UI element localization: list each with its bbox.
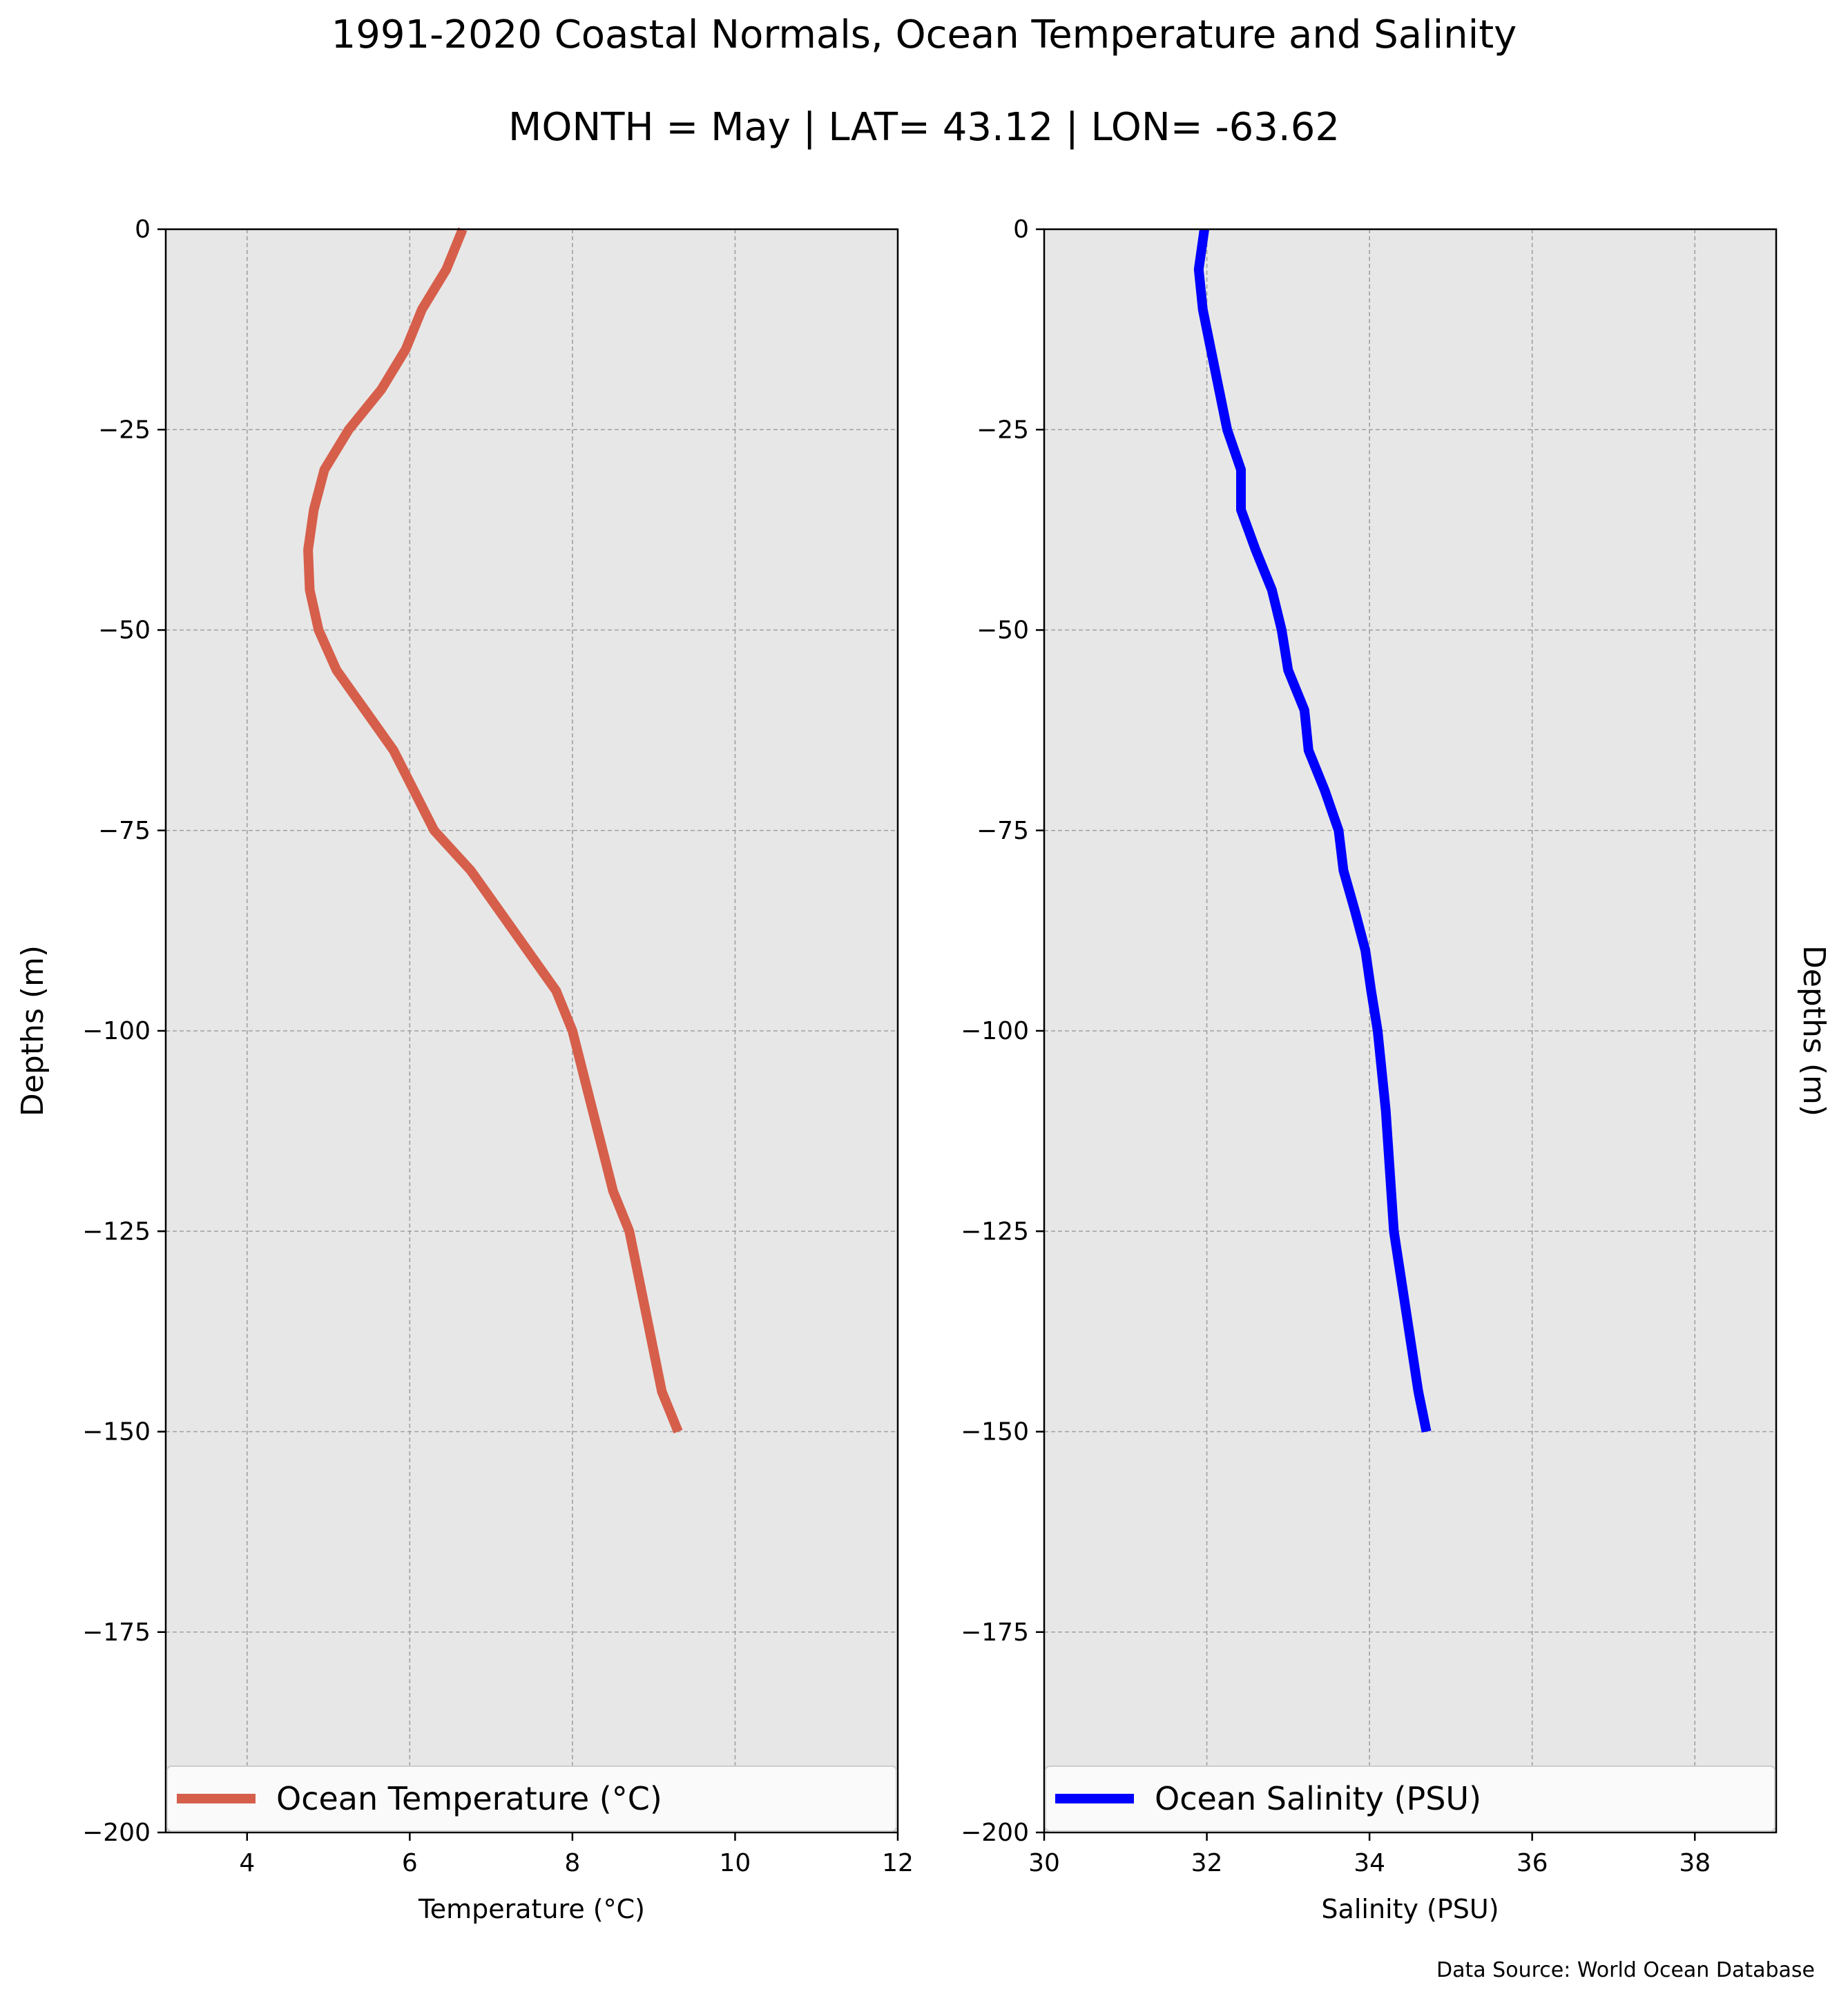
y-tick: −25 xyxy=(98,416,166,444)
x-tick: 10 xyxy=(720,1832,751,1877)
x-tick-label: 4 xyxy=(239,1849,255,1877)
x-tick-label: 12 xyxy=(882,1849,914,1877)
legend: Ocean Salinity (PSU) xyxy=(1045,1765,1775,1832)
x-axis-label: Temperature (°C) xyxy=(418,1894,645,1924)
y-tick-label: −100 xyxy=(82,1017,151,1045)
x-tick-label: 30 xyxy=(1028,1849,1060,1877)
x-tick: 6 xyxy=(402,1832,418,1877)
y-tick: −125 xyxy=(82,1217,166,1246)
y-tick-label: −125 xyxy=(961,1217,1029,1246)
y-tick-label: −25 xyxy=(98,416,151,444)
y-tick-label: −50 xyxy=(976,617,1029,645)
x-tick-label: 10 xyxy=(720,1849,751,1877)
y-tick: −125 xyxy=(961,1217,1044,1246)
y-tick: −175 xyxy=(82,1618,166,1647)
x-tick: 30 xyxy=(1028,1832,1060,1877)
y-tick-label: −150 xyxy=(961,1418,1029,1446)
y-tick: −25 xyxy=(976,416,1044,444)
x-tick-label: 32 xyxy=(1191,1849,1223,1877)
data-source-note: Data Source: World Ocean Database xyxy=(1436,1958,1815,1982)
y-tick: −50 xyxy=(976,617,1044,645)
y-tick: 0 xyxy=(135,215,166,244)
chart-title: 1991-2020 Coastal Normals, Ocean Tempera… xyxy=(331,12,1517,57)
y-tick: 0 xyxy=(1013,215,1044,244)
x-tick-label: 34 xyxy=(1354,1849,1385,1877)
y-tick-label: −175 xyxy=(961,1618,1029,1647)
x-tick-label: 6 xyxy=(402,1849,418,1877)
legend-box xyxy=(166,1765,897,1832)
y-tick: −200 xyxy=(961,1819,1044,1847)
y-axis-label: Depths (m) xyxy=(15,945,50,1116)
y-tick: −150 xyxy=(961,1418,1044,1446)
y-tick: −75 xyxy=(98,817,166,845)
y-tick-label: 0 xyxy=(135,215,151,244)
y-tick: −175 xyxy=(961,1618,1044,1647)
y-tick-label: −125 xyxy=(82,1217,151,1246)
legend-box xyxy=(1045,1765,1775,1832)
y-tick: −200 xyxy=(82,1819,166,1847)
chart-subtitle: MONTH = May | LAT= 43.12 | LON= -63.62 xyxy=(508,105,1340,150)
legend-label: Ocean Salinity (PSU) xyxy=(1155,1780,1481,1817)
x-tick: 4 xyxy=(239,1832,255,1877)
y-tick-label: −150 xyxy=(82,1418,151,1446)
x-tick-label: 8 xyxy=(564,1849,580,1877)
y-tick-label: −75 xyxy=(98,817,151,845)
x-tick: 38 xyxy=(1679,1832,1711,1877)
series-line xyxy=(1193,229,1432,1433)
y-tick-label: −100 xyxy=(961,1017,1029,1045)
y-tick: −100 xyxy=(82,1017,166,1045)
y-tick: −75 xyxy=(976,817,1044,845)
x-axis-label: Salinity (PSU) xyxy=(1321,1894,1499,1924)
y-tick-label: −175 xyxy=(82,1618,151,1647)
y-tick-label: −200 xyxy=(961,1819,1029,1847)
x-tick: 12 xyxy=(882,1832,914,1877)
x-tick: 36 xyxy=(1517,1832,1548,1877)
panel-2: 30 32 34 36 38 0 −25 −50 −75 −100 −125 −150 −175 −200… xyxy=(961,215,1831,1924)
y-tick-label: −200 xyxy=(82,1819,151,1847)
series-line xyxy=(303,227,683,1434)
y-tick-label: −25 xyxy=(976,416,1029,444)
x-tick-label: 36 xyxy=(1517,1849,1548,1877)
x-tick: 32 xyxy=(1191,1832,1223,1877)
legend-label: Ocean Temperature (°C) xyxy=(276,1780,662,1817)
x-tick-label: 38 xyxy=(1679,1849,1711,1877)
y-tick: −150 xyxy=(82,1418,166,1446)
x-tick: 8 xyxy=(564,1832,580,1877)
x-tick: 34 xyxy=(1354,1832,1385,1877)
legend: Ocean Temperature (°C) xyxy=(166,1765,897,1832)
panel-1: 4 6 8 10 12 0 −25 −50 −75 −100 −125 −150 −175 −200 Tem… xyxy=(15,215,914,1924)
y-axis-label: Depths (m) xyxy=(1796,945,1831,1116)
y-tick-label: −75 xyxy=(976,817,1029,845)
y-tick: −50 xyxy=(98,617,166,645)
y-tick-label: −50 xyxy=(98,617,151,645)
y-tick-label: 0 xyxy=(1013,215,1029,244)
y-tick: −100 xyxy=(961,1017,1044,1045)
